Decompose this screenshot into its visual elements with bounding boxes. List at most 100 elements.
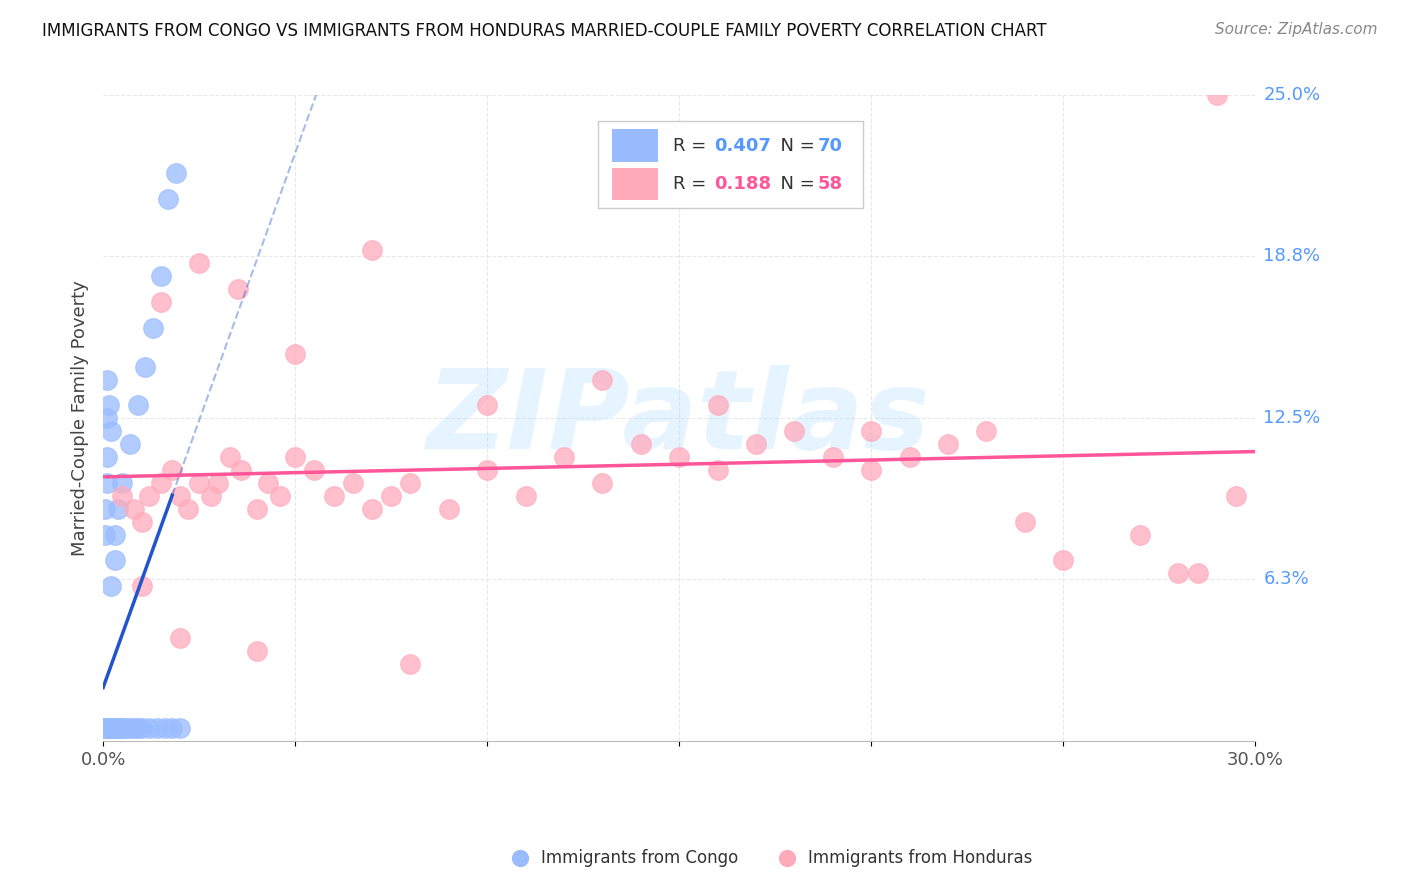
Point bbox=[1052, 553, 1074, 567]
Point bbox=[104, 527, 127, 541]
Point bbox=[591, 373, 613, 387]
Text: Source: ZipAtlas.com: Source: ZipAtlas.com bbox=[1215, 22, 1378, 37]
Point bbox=[898, 450, 921, 464]
Point bbox=[218, 450, 240, 464]
Point bbox=[96, 373, 118, 387]
Point bbox=[104, 722, 127, 736]
Text: R =: R = bbox=[673, 136, 713, 154]
Point bbox=[146, 722, 169, 736]
Point bbox=[380, 489, 402, 503]
Point bbox=[342, 475, 364, 490]
Point bbox=[97, 722, 120, 736]
Text: Immigrants from Honduras: Immigrants from Honduras bbox=[808, 849, 1033, 867]
Text: 25.0%: 25.0% bbox=[1264, 87, 1320, 104]
Text: R =: R = bbox=[673, 175, 713, 193]
Point bbox=[111, 722, 134, 736]
Point bbox=[96, 722, 118, 736]
Point bbox=[96, 722, 118, 736]
Point bbox=[96, 475, 118, 490]
Point bbox=[668, 450, 690, 464]
Point bbox=[94, 527, 117, 541]
Point bbox=[131, 722, 153, 736]
Point bbox=[94, 722, 117, 736]
Point bbox=[475, 399, 498, 413]
Point bbox=[361, 244, 384, 258]
Point bbox=[94, 722, 117, 736]
Point bbox=[706, 463, 728, 477]
Point bbox=[399, 657, 422, 671]
Point bbox=[94, 722, 117, 736]
Point bbox=[111, 489, 134, 503]
Text: IMMIGRANTS FROM CONGO VS IMMIGRANTS FROM HONDURAS MARRIED-COUPLE FAMILY POVERTY : IMMIGRANTS FROM CONGO VS IMMIGRANTS FROM… bbox=[42, 22, 1047, 40]
Point bbox=[94, 722, 117, 736]
Text: ZIPatlas: ZIPatlas bbox=[427, 365, 931, 472]
Point bbox=[207, 475, 229, 490]
Point bbox=[111, 722, 134, 736]
Point bbox=[1129, 527, 1152, 541]
Point bbox=[783, 424, 806, 438]
Point bbox=[591, 475, 613, 490]
Point bbox=[97, 722, 120, 736]
Point bbox=[142, 321, 165, 335]
Point bbox=[127, 722, 149, 736]
Point bbox=[100, 722, 122, 736]
Point bbox=[107, 722, 129, 736]
Text: 0.188: 0.188 bbox=[714, 175, 770, 193]
Point bbox=[188, 256, 211, 270]
Point bbox=[94, 722, 117, 736]
Point bbox=[100, 722, 122, 736]
Point bbox=[200, 489, 222, 503]
Point bbox=[104, 553, 127, 567]
Point bbox=[157, 192, 180, 206]
Point bbox=[96, 722, 118, 736]
Point bbox=[246, 644, 269, 658]
Point bbox=[226, 282, 249, 296]
Point bbox=[188, 475, 211, 490]
Point bbox=[94, 722, 117, 736]
Point bbox=[138, 489, 160, 503]
Point bbox=[97, 722, 120, 736]
Point bbox=[162, 722, 184, 736]
Text: 6.3%: 6.3% bbox=[1264, 570, 1309, 588]
Point bbox=[1205, 88, 1227, 103]
Text: 12.5%: 12.5% bbox=[1264, 409, 1320, 427]
Point bbox=[553, 450, 575, 464]
Point bbox=[169, 489, 191, 503]
Point bbox=[107, 501, 129, 516]
Text: N =: N = bbox=[769, 136, 821, 154]
Point bbox=[127, 399, 149, 413]
Text: N =: N = bbox=[769, 175, 821, 193]
Text: Immigrants from Congo: Immigrants from Congo bbox=[541, 849, 738, 867]
Point bbox=[821, 450, 844, 464]
Point bbox=[936, 437, 959, 451]
Point bbox=[97, 722, 120, 736]
Point bbox=[115, 722, 138, 736]
Point bbox=[131, 515, 153, 529]
Point bbox=[118, 437, 141, 451]
Point bbox=[107, 722, 129, 736]
Point bbox=[361, 501, 384, 516]
Point bbox=[165, 166, 187, 180]
Point bbox=[860, 463, 883, 477]
Point bbox=[100, 722, 122, 736]
Point bbox=[437, 501, 460, 516]
Point bbox=[96, 722, 118, 736]
Point bbox=[1225, 489, 1247, 503]
Text: 0.407: 0.407 bbox=[714, 136, 770, 154]
Point bbox=[111, 475, 134, 490]
Point bbox=[96, 722, 118, 736]
Point bbox=[138, 722, 160, 736]
Point bbox=[515, 489, 537, 503]
Point bbox=[101, 722, 124, 736]
Point bbox=[134, 359, 156, 374]
Point bbox=[246, 501, 269, 516]
Point bbox=[231, 463, 253, 477]
Point bbox=[284, 347, 307, 361]
Point bbox=[1187, 566, 1209, 581]
Point bbox=[96, 450, 118, 464]
Point bbox=[96, 722, 118, 736]
Point bbox=[100, 424, 122, 438]
FancyBboxPatch shape bbox=[612, 168, 658, 200]
Text: 70: 70 bbox=[817, 136, 842, 154]
Point bbox=[97, 722, 120, 736]
